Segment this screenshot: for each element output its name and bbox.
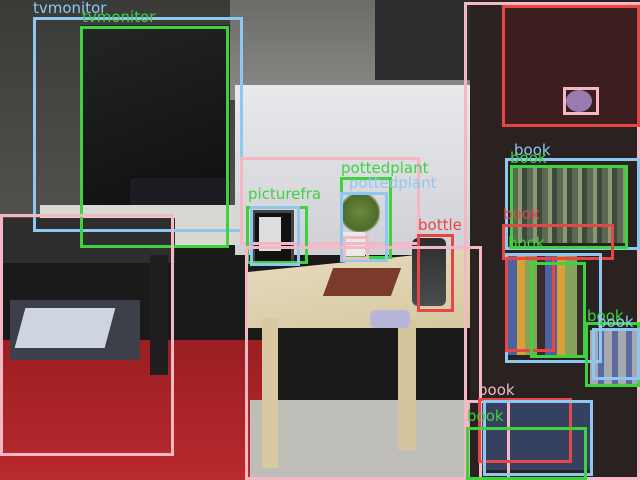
tvmonitor-box (80, 26, 229, 248)
book-label: book (587, 307, 624, 325)
book-box (466, 427, 587, 480)
table-leg (262, 318, 278, 468)
books-row (512, 168, 626, 243)
pottedplant-label: pottedplant (341, 159, 429, 177)
pottedplant-box (340, 192, 388, 262)
picture-frame-box (250, 206, 300, 266)
books-row (590, 330, 638, 385)
book-box (510, 165, 628, 249)
phone (370, 310, 410, 328)
tvmonitor-label: tvmonitor (82, 8, 156, 26)
bottle-box (417, 234, 454, 312)
book-label: book (510, 149, 547, 167)
side-table (0, 218, 175, 263)
desk-box (240, 157, 420, 245)
book-label: book (597, 313, 634, 331)
book-label: book (467, 407, 504, 425)
keyboard (130, 178, 230, 208)
pottedplant-label: pottedplant (349, 174, 437, 192)
ball (566, 90, 592, 112)
plant-leaves (340, 190, 380, 235)
book-box (483, 400, 593, 476)
tvmonitor-box (33, 17, 243, 232)
floor (250, 400, 470, 480)
tvmonitor-label: tvmonitor (33, 0, 107, 17)
ball-box (563, 87, 599, 115)
book-label: book (503, 205, 540, 223)
book-box (502, 224, 614, 260)
bottle-label: bottle (418, 216, 462, 234)
picture-frame-label: picturefra (248, 185, 322, 203)
table-leg (398, 320, 416, 450)
book-box (478, 398, 572, 463)
book-label: book (514, 141, 551, 159)
side-table-leg (150, 255, 168, 375)
book-label: book (478, 381, 515, 399)
red-rug (0, 340, 270, 480)
dining-table-box (245, 246, 482, 480)
books-row (505, 255, 585, 355)
tv-box (502, 5, 640, 127)
book-box (592, 328, 640, 380)
table-box (0, 214, 174, 456)
book-label: book (508, 234, 545, 252)
book-box (530, 262, 586, 358)
